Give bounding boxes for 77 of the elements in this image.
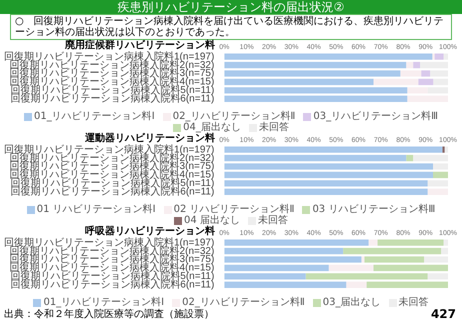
legend-label: 01_リハビリテーション料Ⅰ [34,111,155,122]
bar [224,87,408,94]
text: ○ 回復期リハビリテーション病棟入院料を届け出ている医療機関における、疾患別リハビリテーション料の届出状況は以下のとおりであった。 [10,14,452,40]
bar [224,96,408,102]
bar [444,146,448,153]
bar [224,172,434,178]
legend-label: 04_届出なし [183,122,241,133]
bar [224,154,406,162]
bar [224,146,442,153]
bar [406,154,414,162]
bar [224,70,400,77]
bar [224,188,428,195]
chart-title: 運動器リハビリテーション料 [84,133,215,144]
legend-label: 03_届出なし [322,297,381,308]
y-tick-label: 回復期リハビリテーション病棟入院料6(n=11) [10,92,214,105]
bar [413,62,420,68]
bar [407,96,448,102]
bar [224,163,434,170]
bar [368,239,378,246]
bar [224,180,428,187]
bar [224,62,406,68]
bar [224,273,306,280]
legend-label: 02_リハビリテーション料Ⅱ [172,111,296,122]
legend-label: 未回答 [398,297,429,308]
bar [361,256,364,263]
bar [224,248,344,254]
bar [374,78,418,86]
bar [364,256,424,263]
bar [224,78,374,86]
bar [224,256,362,263]
y-tick-label: 回復期リハビリテーション病棟入院料6(n=11) [10,186,214,198]
bar [433,172,448,178]
bar [424,256,448,263]
bar [418,78,434,86]
bar [441,248,448,254]
text: 疾患別リハビリテーション料の届出状況② [0,0,462,14]
bar [430,70,448,77]
bar [428,180,448,187]
source-note: 出典：令和２年度入院医療等の調査（施設票） [4,309,214,320]
bar [428,188,448,195]
legend-label: 未回答 [258,215,288,226]
bar [421,70,430,77]
legend-label: 03 リハビリテーション料Ⅲ [312,204,436,215]
bar [224,264,329,272]
legend-label: 04 届出なし [184,215,240,226]
bar [434,53,444,60]
bar [406,62,414,68]
text: 廃用症候群リハビリテーション料 [64,40,215,51]
bar [224,53,432,60]
bar [413,154,448,162]
bar [346,282,367,288]
bar [328,264,374,272]
legend-label: 未回答 [258,122,289,133]
bar [224,239,369,246]
bar [444,53,448,60]
bar [433,78,448,86]
bar [306,273,428,280]
bar [420,62,448,68]
bar [442,146,445,153]
bar [343,248,442,254]
chart-title: 呼吸器リハビリテーション料 [84,226,215,237]
bar [428,273,448,280]
bar [378,239,444,246]
text: 427 [430,307,456,320]
legend-label: 02_リハビリテーション料Ⅱ [182,297,305,308]
legend-label: 02 リハビリテーション料Ⅱ [174,204,294,215]
bar [433,163,448,170]
bar [432,53,435,60]
bar [374,264,448,272]
y-tick-label: 回復期リハビリテーション病棟入院料6(n=11) [10,278,214,291]
legend-label: 03_リハビリテーション料Ⅲ [313,111,438,122]
legend-label: 01 リハビリテーション料Ⅰ [36,204,156,215]
legend-label: 01_リハビリテーション料Ⅰ [43,297,164,308]
bar [224,282,346,288]
bar [400,70,422,77]
bar [366,282,448,288]
bar [444,239,448,246]
